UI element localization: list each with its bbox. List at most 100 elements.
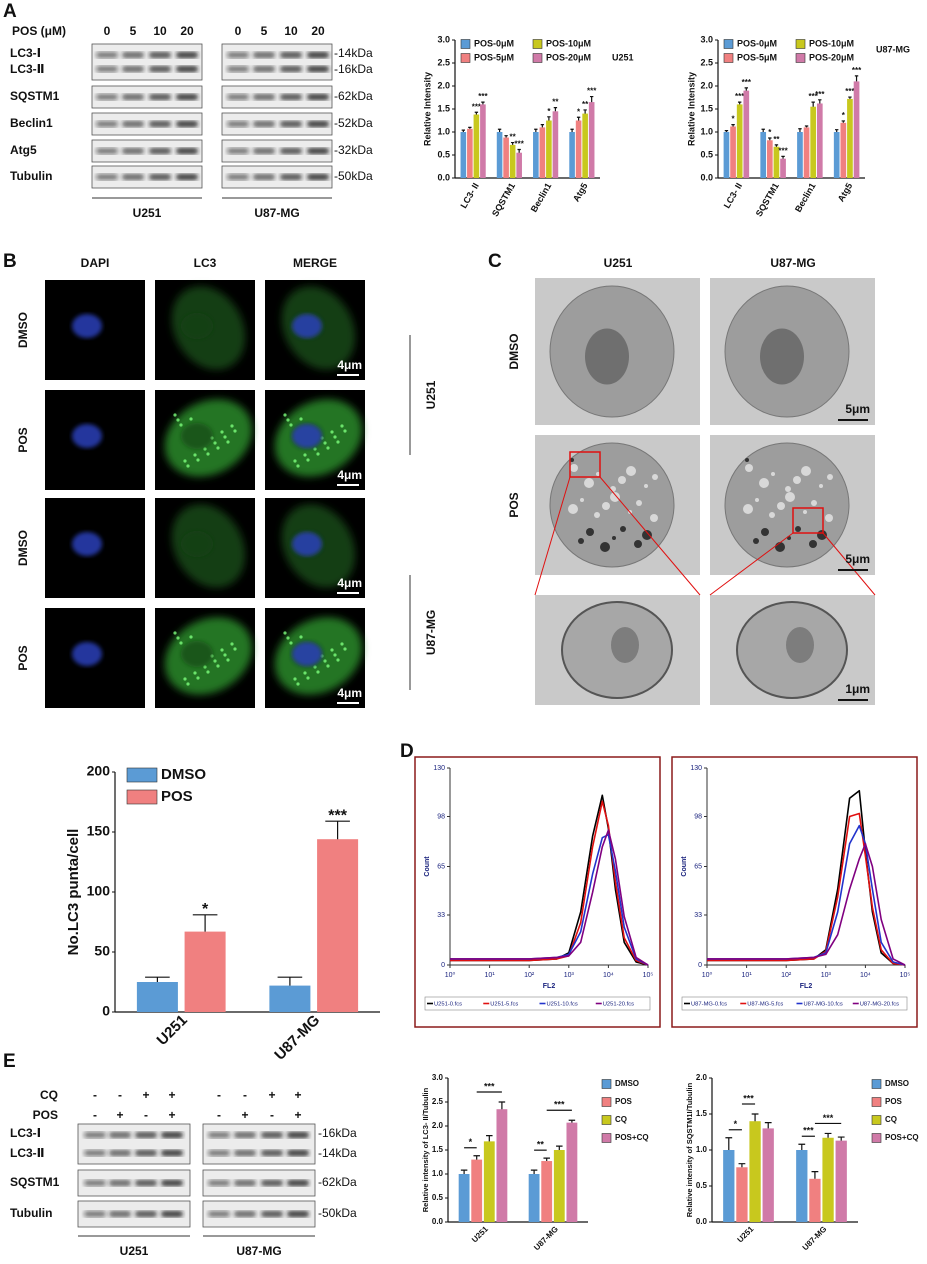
scale-label: 4μm <box>337 576 362 590</box>
blot-row-label: Tubulin <box>10 169 52 183</box>
scale-label: 4μm <box>337 468 362 482</box>
lc3-puncta <box>323 659 327 663</box>
group-label: U87-MG <box>254 206 299 220</box>
vacuole <box>626 466 636 476</box>
vacuole <box>809 540 817 548</box>
cell <box>549 442 675 568</box>
bar <box>458 1174 470 1222</box>
error-bar <box>570 128 574 132</box>
lane-label: 10 <box>284 24 298 38</box>
lc3-puncta <box>233 429 237 433</box>
lc3-puncta <box>213 659 217 663</box>
bar <box>743 90 750 178</box>
error-bar <box>798 128 802 132</box>
blot-size-label: -32kDa <box>334 143 373 157</box>
x-tick-label: 10⁴ <box>860 972 871 979</box>
y-tick-label: 65 <box>694 863 702 870</box>
error-bar <box>498 1101 506 1110</box>
lc3-puncta <box>293 459 297 463</box>
lc3-puncta <box>206 670 210 674</box>
x-tick-label: 10¹ <box>742 972 753 979</box>
legend-swatch <box>871 1097 882 1107</box>
y-tick-label: 0.5 <box>432 1193 444 1202</box>
histogram-line <box>707 812 906 966</box>
group-label: U87-MG <box>236 1244 281 1258</box>
x-tick-label: 10² <box>781 972 792 979</box>
bar <box>809 1178 821 1222</box>
significance-label: *** <box>484 1081 495 1091</box>
blot-size-label: -50kDa <box>318 1206 357 1220</box>
zoom-line <box>709 532 794 596</box>
blot-band <box>280 94 302 100</box>
lc3-puncta <box>340 424 344 428</box>
bar <box>552 111 559 178</box>
blot-band <box>208 1211 230 1217</box>
blot-row-label: SQSTM1 <box>10 1175 60 1189</box>
y-tick-label: 33 <box>694 912 702 919</box>
error-bar <box>547 116 551 121</box>
blot-band <box>227 174 249 180</box>
error-bar <box>460 1169 468 1174</box>
lc3-puncta <box>323 441 327 445</box>
y-tick-label: 3.0 <box>432 1073 444 1082</box>
treatment-label: POS <box>33 1108 58 1122</box>
error-bar <box>589 95 594 103</box>
y-tick-label: 130 <box>690 765 702 772</box>
lc3-puncta <box>223 653 227 657</box>
blot-band <box>161 1150 183 1156</box>
blot-size-label: -50kDa <box>334 169 373 183</box>
blot-band <box>84 1150 106 1156</box>
significance-label: ** <box>773 135 780 144</box>
treatment-label: CQ <box>40 1088 58 1102</box>
column-label: LC3 <box>194 256 217 270</box>
bar <box>853 81 860 178</box>
scale-label: 1μm <box>845 682 870 696</box>
lc3-puncta <box>316 670 320 674</box>
vacuole <box>769 512 775 518</box>
y-tick-label: 1.0 <box>700 126 713 136</box>
lc3-puncta <box>296 464 300 468</box>
group-label: U87-MG <box>424 610 438 655</box>
lc3-puncta <box>176 636 180 640</box>
blot-band <box>161 1211 183 1217</box>
blot-band <box>234 1211 256 1217</box>
lc3-puncta <box>303 453 307 457</box>
lc3-puncta <box>189 635 193 639</box>
legend-label: U87-MG-0.fcs <box>691 1002 727 1008</box>
significance-label: *** <box>803 1126 814 1136</box>
x-tick-label: 10⁰ <box>702 971 713 979</box>
vacuole <box>570 458 574 462</box>
legend-label: POS <box>885 1097 903 1106</box>
significance-label: *** <box>735 92 745 101</box>
treatment-sign: - <box>243 1088 247 1102</box>
y-tick-label: 2.5 <box>437 57 450 67</box>
bar <box>503 137 509 178</box>
y-tick-label: 1.5 <box>432 1145 444 1154</box>
blot-band <box>280 148 302 154</box>
legend-label: POS-20μM <box>809 52 854 62</box>
bar <box>810 106 817 178</box>
vacuole <box>620 526 626 532</box>
x-tick-label: 10³ <box>564 972 575 979</box>
y-tick-label: 130 <box>433 765 445 772</box>
error-bar <box>751 1113 759 1122</box>
y-tick-label: 0.0 <box>700 172 713 182</box>
bar <box>539 127 546 178</box>
legend-swatch <box>601 1097 612 1107</box>
blot-band <box>307 66 329 72</box>
lc3-puncta <box>306 676 310 680</box>
lc3-puncta <box>186 464 190 468</box>
significance-label: * <box>202 901 209 918</box>
error-bar <box>837 1136 845 1141</box>
blot-band <box>176 148 198 154</box>
bar <box>496 1109 508 1222</box>
y-axis-label: Relative Intensity <box>686 72 696 146</box>
blot-band <box>227 52 249 58</box>
x-tick-label: 10¹ <box>485 972 496 979</box>
lc3-puncta <box>216 664 220 668</box>
x-tick-label: 10⁵ <box>900 972 911 979</box>
legend-label: POS <box>161 788 193 805</box>
panel-label: C <box>488 251 502 272</box>
bar <box>136 982 178 1012</box>
error-bar <box>534 128 538 132</box>
